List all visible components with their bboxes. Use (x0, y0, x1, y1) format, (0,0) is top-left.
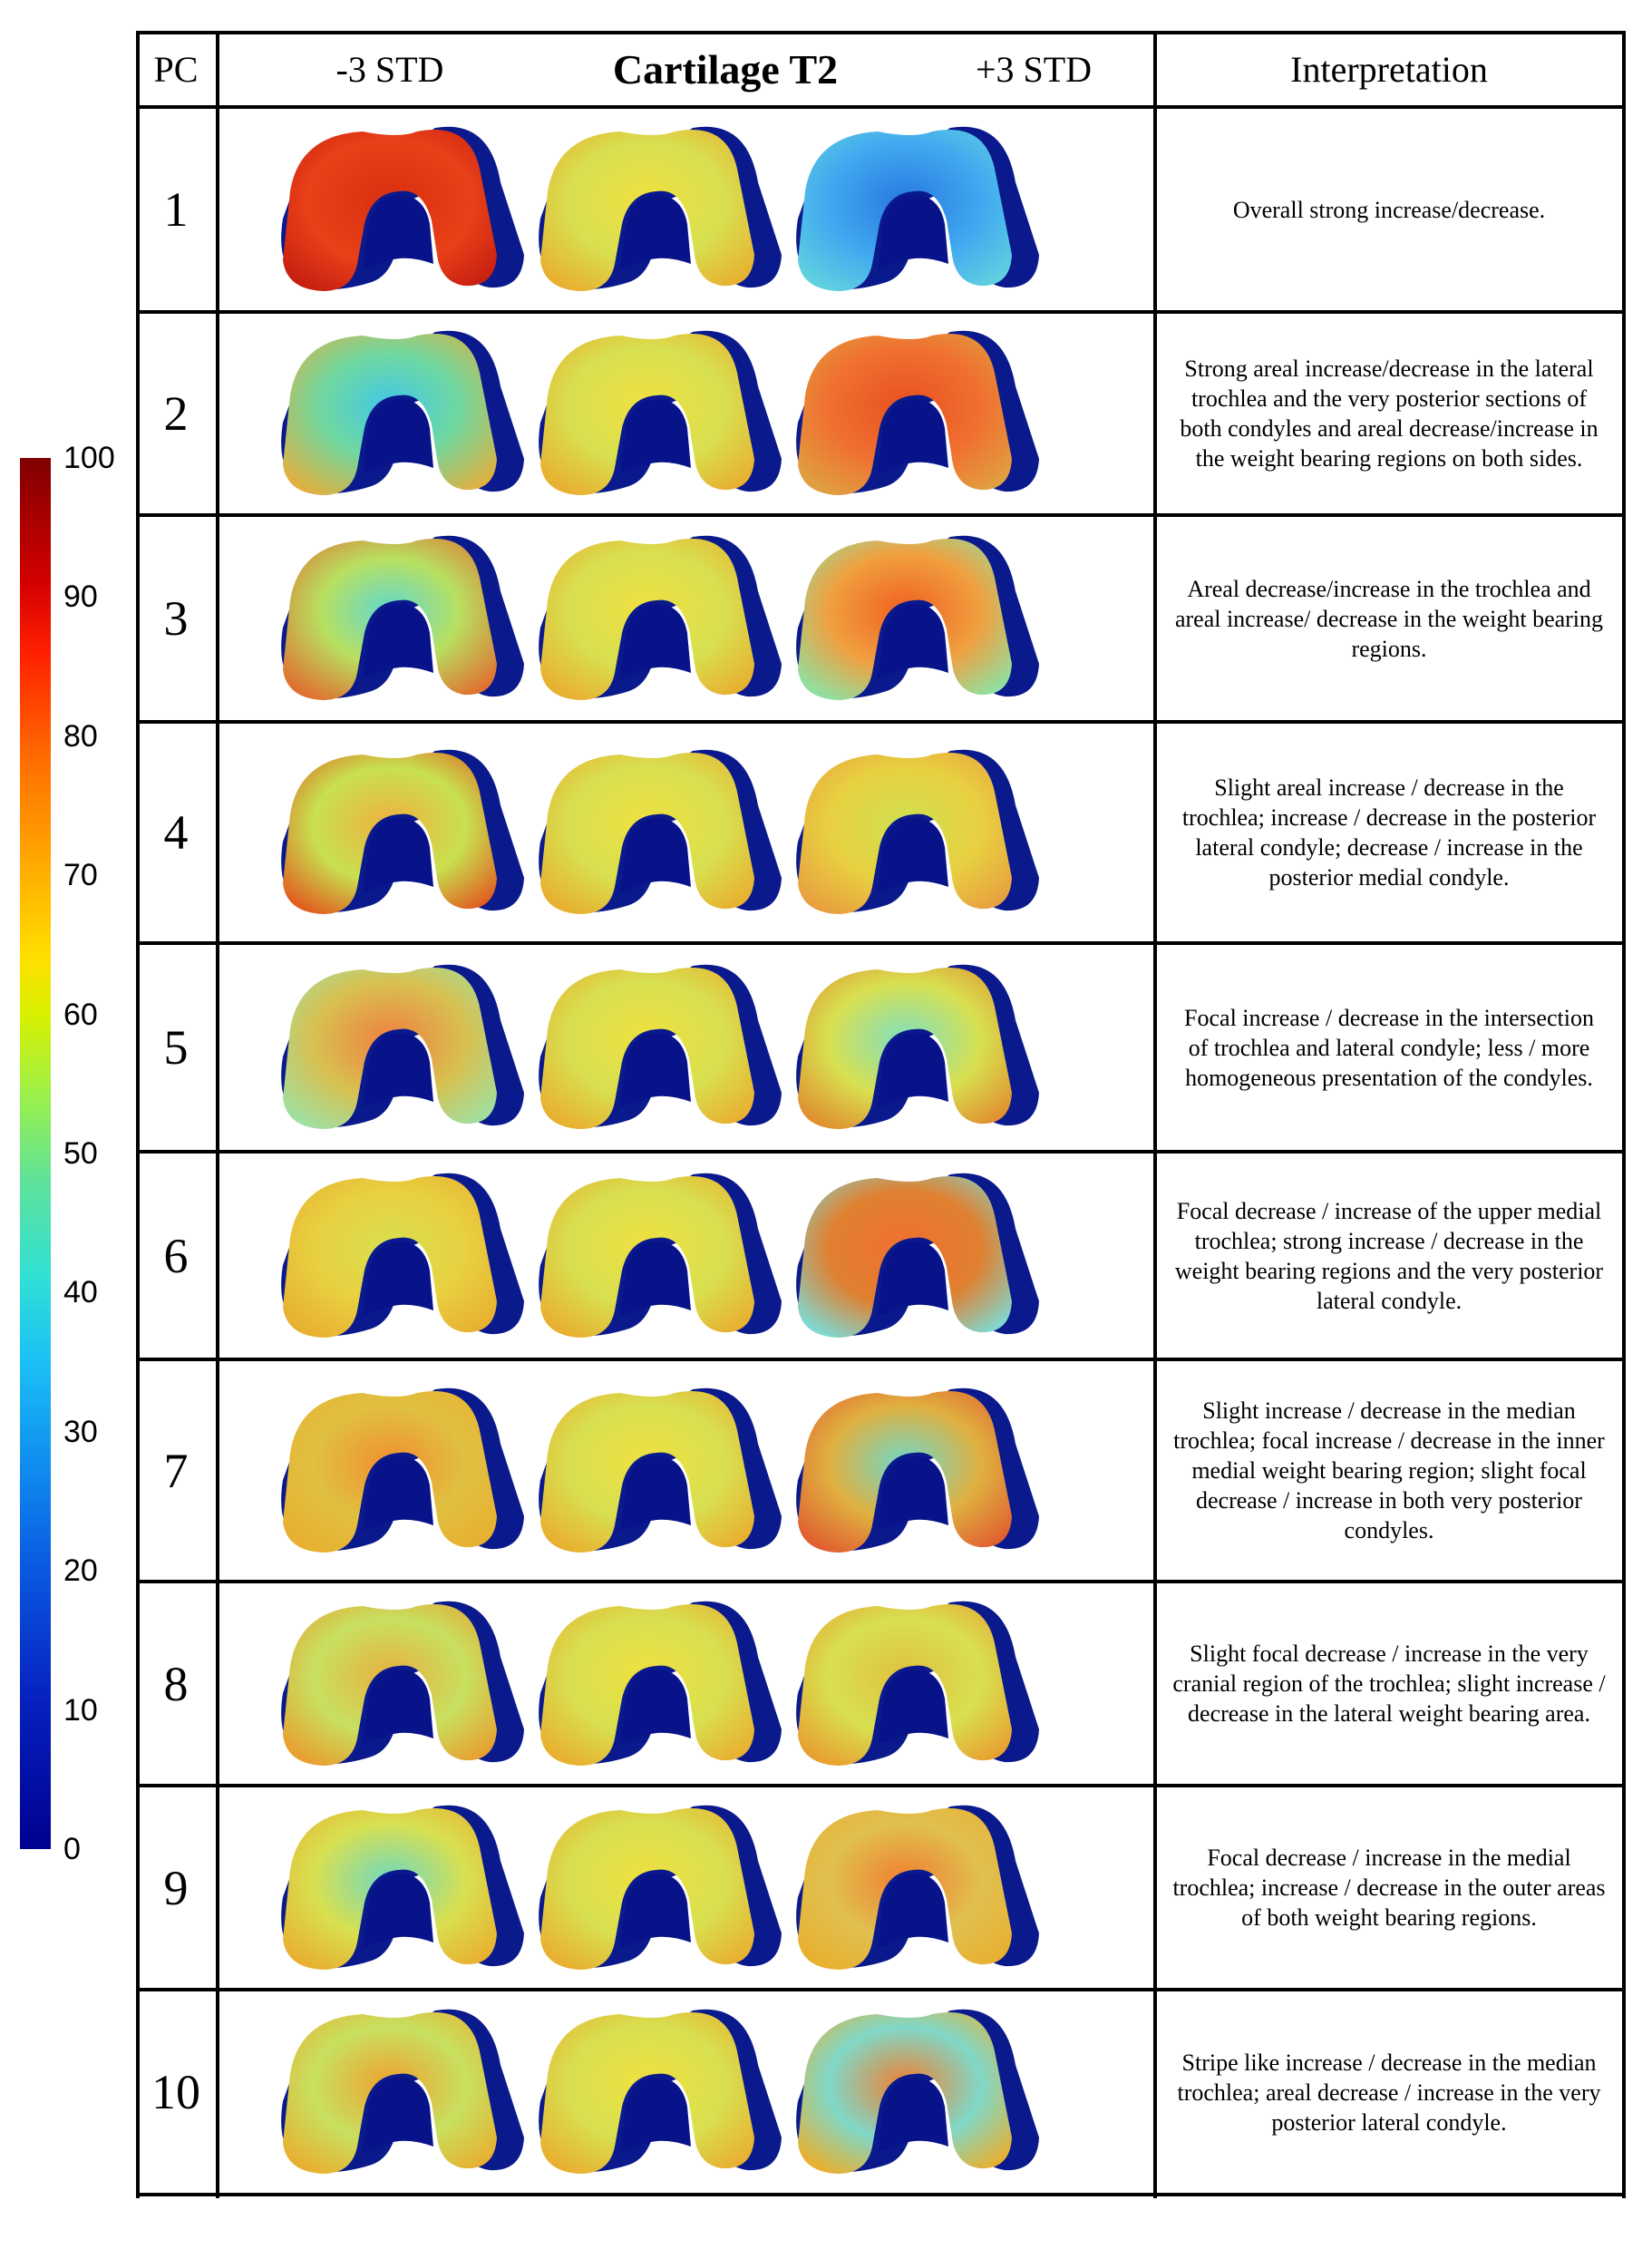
table-rule (136, 1784, 1626, 1787)
table-rule (136, 1358, 1626, 1361)
knee-map-plus-3std (778, 119, 1050, 300)
table-rule (136, 1580, 1626, 1583)
table-rule (136, 105, 1626, 109)
pc-number: 4 (163, 805, 189, 860)
knee-map-minus-3std (263, 957, 535, 1138)
knee-map-mean (520, 119, 792, 300)
interpretation-text: Slight focal decrease / increase in the … (1172, 1641, 1606, 1727)
knee-map-plus-3std (778, 1593, 1050, 1775)
knee-map-mean (520, 1593, 792, 1775)
knee-map-plus-3std (778, 957, 1050, 1138)
knee-map-plus-3std (778, 742, 1050, 923)
interpretation-text: Strong areal increase/decrease in the la… (1180, 355, 1599, 472)
header-minus-std: -3 STD (335, 48, 444, 90)
knee-map-minus-3std (263, 323, 535, 504)
pc-number: 1 (163, 182, 189, 237)
knee-map-minus-3std (263, 1593, 535, 1775)
pc-number: 3 (163, 591, 189, 646)
knee-map-mean (520, 323, 792, 504)
pc-number: 9 (163, 1860, 189, 1915)
table-rule (136, 31, 1626, 34)
header-interpretation: Interpretation (1290, 48, 1488, 90)
knee-map-minus-3std (263, 1380, 535, 1562)
knee-map-minus-3std (263, 119, 535, 300)
knee-map-mean (520, 528, 792, 709)
pc-number: 2 (163, 386, 189, 441)
results-table: PC -3 STD Cartilage T2 +3 STD Interpreta… (136, 31, 1626, 2198)
table-rule (136, 513, 1626, 517)
table-rule (136, 310, 1626, 314)
header-pc: PC (153, 48, 199, 90)
knee-map-plus-3std (778, 2001, 1050, 2183)
colorbar-gradient (20, 458, 51, 1849)
knee-map-plus-3std (778, 323, 1050, 504)
table-rule (136, 1150, 1626, 1154)
header-plus-std: +3 STD (975, 48, 1093, 90)
knee-map-minus-3std (263, 528, 535, 709)
header-title: Cartilage T2 (612, 45, 839, 92)
interpretation-text: Slight increase / decrease in the median… (1173, 1397, 1605, 1543)
knee-map-mean (520, 2001, 792, 2183)
pc-number: 5 (163, 1020, 189, 1075)
table-column-rule (1153, 31, 1157, 2198)
knee-map-plus-3std (778, 1797, 1050, 1979)
knee-map-mean (520, 957, 792, 1138)
colorbar: 100 90 80 70 60 50 40 30 20 10 0 (20, 442, 115, 1865)
interpretation-text: Focal increase / decrease in the interse… (1184, 1004, 1594, 1091)
interpretation-text: Areal decrease/increase in the trochlea … (1174, 575, 1604, 662)
knee-map-plus-3std (778, 528, 1050, 709)
knee-map-minus-3std (263, 2001, 535, 2183)
knee-map-minus-3std (263, 742, 535, 923)
interpretation-text: Overall strong increase/decrease. (1232, 196, 1546, 223)
knee-map-mean (520, 1380, 792, 1562)
knee-map-plus-3std (778, 1165, 1050, 1347)
knee-map-mean (520, 1165, 792, 1347)
pc-number: 6 (163, 1228, 189, 1283)
interpretation-text: Slight areal increase / decrease in the … (1181, 774, 1597, 891)
knee-map-minus-3std (263, 1797, 535, 1979)
table-rule (136, 720, 1626, 724)
table-rule (136, 2193, 1626, 2196)
table-rule (136, 1988, 1626, 1991)
knee-map-minus-3std (263, 1165, 535, 1347)
pc-number: 8 (163, 1656, 189, 1711)
knee-map-plus-3std (778, 1380, 1050, 1562)
interpretation-text: Focal decrease / increase of the upper m… (1174, 1197, 1604, 1314)
pc-number: 10 (151, 2065, 200, 2119)
table-rule (136, 941, 1626, 945)
knee-map-mean (520, 742, 792, 923)
interpretation-text: Stripe like increase / decrease in the m… (1177, 2049, 1601, 2136)
table-column-rule (216, 31, 219, 2198)
table-column-rule (1622, 31, 1626, 2198)
knee-map-mean (520, 1797, 792, 1979)
interpretation-text: Focal decrease / increase in the medial … (1172, 1845, 1606, 1931)
table-column-rule (136, 31, 140, 2198)
pc-number: 7 (163, 1443, 189, 1498)
